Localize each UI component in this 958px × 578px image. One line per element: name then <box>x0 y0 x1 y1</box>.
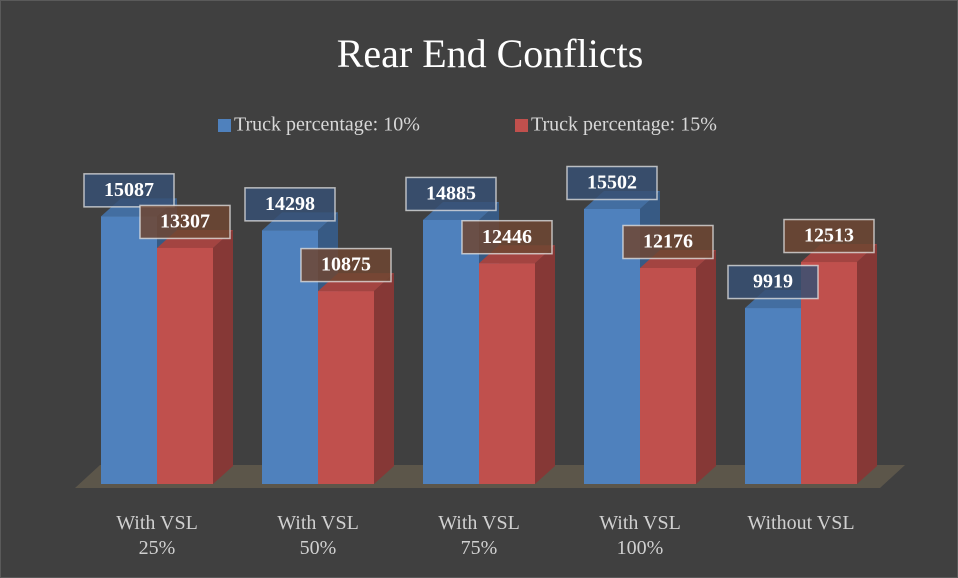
data-label: 12176 <box>643 231 693 253</box>
data-label: 14298 <box>265 193 315 215</box>
bar-side <box>213 229 233 484</box>
bar <box>745 308 801 484</box>
bar-side <box>374 273 394 484</box>
data-label: 15502 <box>587 172 637 194</box>
legend-swatch <box>218 119 231 132</box>
data-label-box <box>405 176 497 212</box>
data-label: 14885 <box>426 183 476 205</box>
data-label-box <box>300 247 392 283</box>
x-tick-label-box: With VSL 25% <box>116 512 198 559</box>
bar-side <box>535 245 555 484</box>
x-tick-label-box: With VSL 50% <box>277 512 359 559</box>
data-label-box <box>566 165 658 201</box>
bar <box>479 263 535 484</box>
bar <box>101 216 157 485</box>
bar-side <box>696 250 716 484</box>
data-label-box <box>139 204 231 240</box>
legend-swatch <box>515 119 528 132</box>
data-label-box <box>461 219 553 255</box>
x-tick-label: With VSL 25% <box>116 512 198 559</box>
chart-title: Rear End Conflicts <box>337 31 644 76</box>
data-label-box <box>622 224 714 260</box>
bar <box>318 291 374 484</box>
data-label-box <box>783 218 875 254</box>
data-label-box <box>727 264 819 300</box>
data-label-box <box>83 173 175 208</box>
x-tick-label-box: With VSL 100% <box>599 512 681 559</box>
bar <box>640 268 696 484</box>
x-tick-label-box: Without VSL <box>747 512 855 534</box>
bar-side <box>857 244 877 484</box>
x-tick-label-box: With VSL 75% <box>438 512 520 559</box>
bar <box>157 247 213 484</box>
data-label: 10875 <box>321 254 371 276</box>
x-tick-label: Without VSL <box>747 512 855 534</box>
legend-label: Truck percentage: 10% <box>234 114 420 136</box>
data-label-box <box>244 187 336 222</box>
data-label: 12513 <box>804 225 854 247</box>
x-tick-label: With VSL 75% <box>438 512 520 559</box>
x-tick-label: With VSL 100% <box>599 512 681 559</box>
legend-label: Truck percentage: 15% <box>531 114 717 136</box>
bar <box>423 219 479 484</box>
data-label: 12446 <box>482 226 532 248</box>
data-label: 15087 <box>104 179 154 201</box>
data-label: 9919 <box>753 271 793 293</box>
x-tick-label: With VSL 50% <box>277 512 359 559</box>
data-label: 13307 <box>160 211 210 233</box>
